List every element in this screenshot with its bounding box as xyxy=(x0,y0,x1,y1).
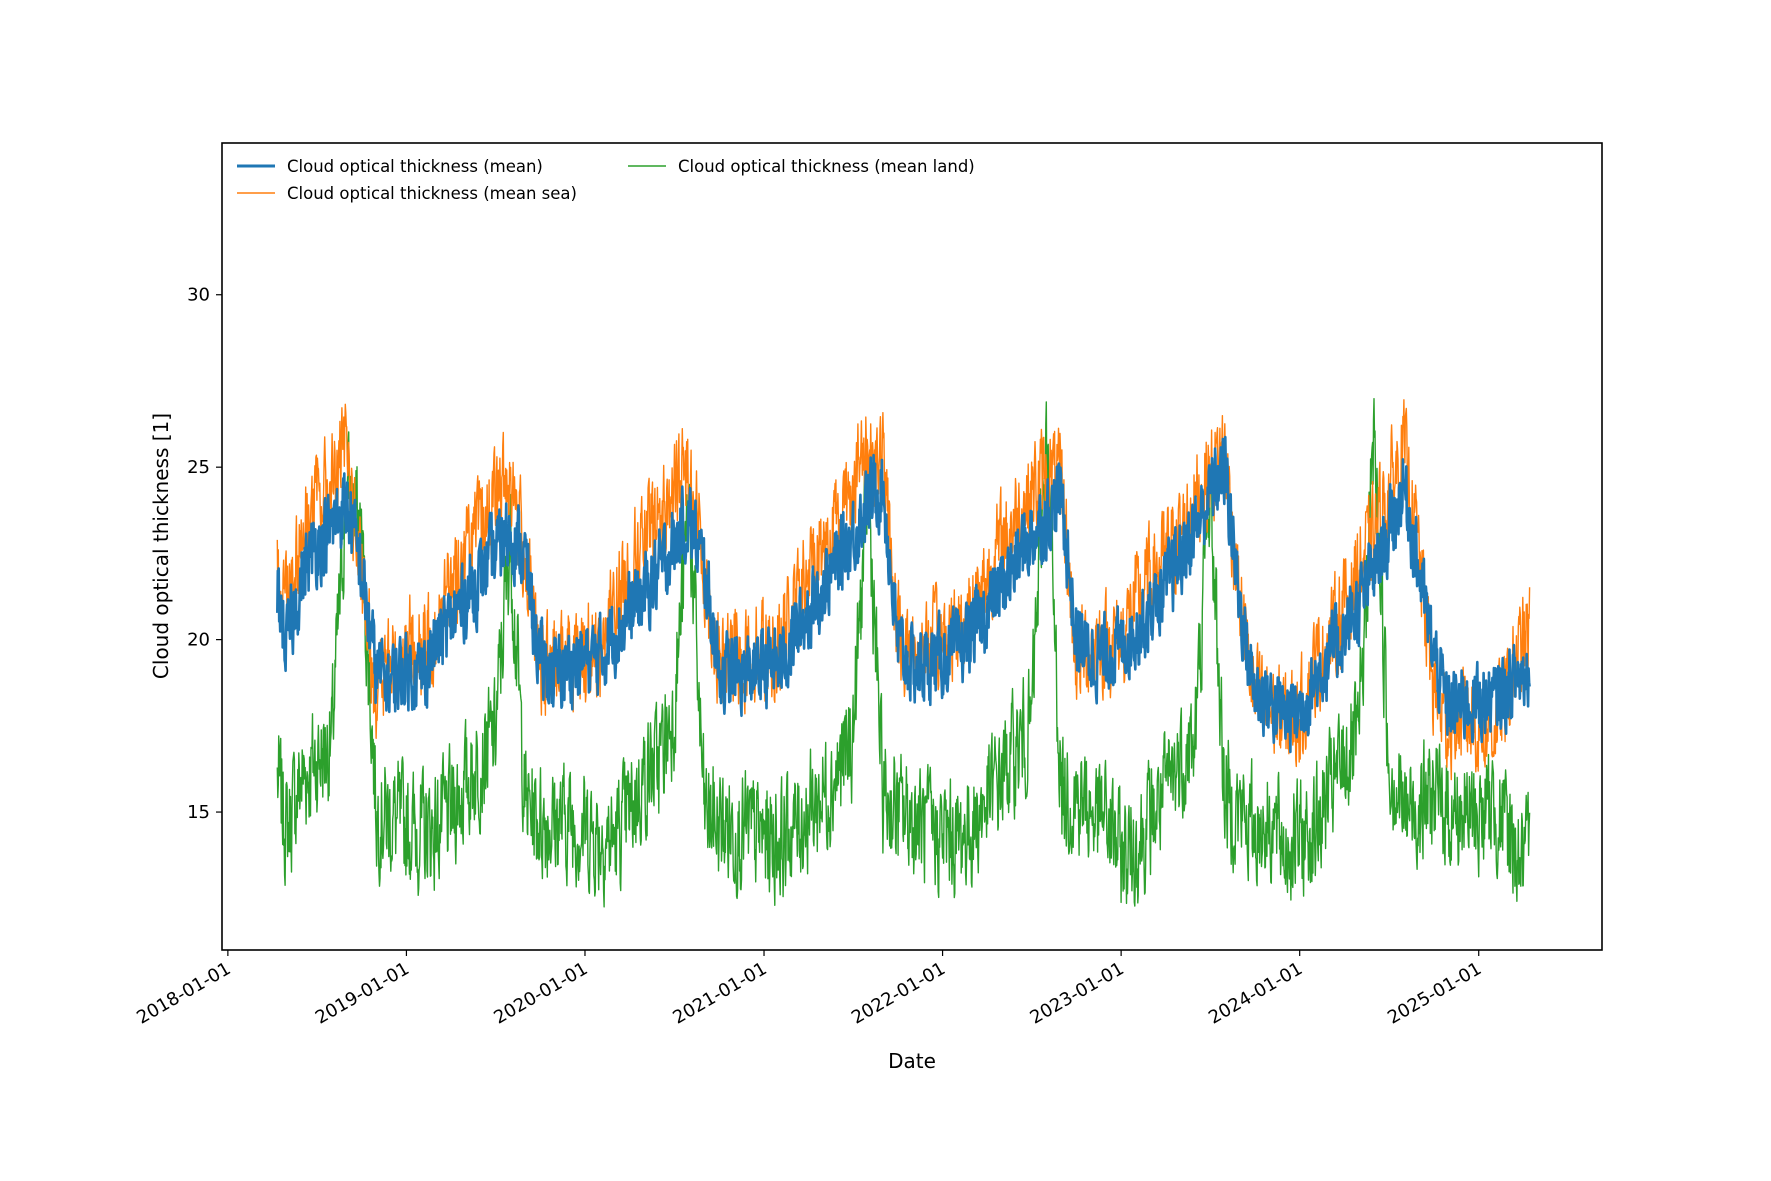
x-axis-label: Date xyxy=(888,1049,936,1073)
legend-label-mean-sea: Cloud optical thickness (mean sea) xyxy=(287,184,577,203)
legend-label-mean: Cloud optical thickness (mean) xyxy=(287,157,543,176)
x-tick-label: 2018-01-01 xyxy=(133,958,234,1028)
legend-label-mean-land: Cloud optical thickness (mean land) xyxy=(678,157,975,176)
series-line-mean-land xyxy=(276,398,1531,908)
y-tick-label: 15 xyxy=(187,802,210,823)
legend: Cloud optical thickness (mean) Cloud opt… xyxy=(237,157,975,203)
x-tick-label: 2020-01-01 xyxy=(490,958,591,1028)
plot-frame xyxy=(221,142,1603,951)
y-tick-label: 20 xyxy=(187,630,210,651)
x-tick-label: 2024-01-01 xyxy=(1205,958,1306,1028)
x-tick-label: 2025-01-01 xyxy=(1384,958,1485,1028)
x-tick-label: 2023-01-01 xyxy=(1027,958,1128,1028)
y-tick-label: 25 xyxy=(187,457,210,478)
x-axis-ticks: 2018-01-01 2019-01-01 2020-01-01 2021-01-01… xyxy=(133,950,1485,1029)
series-line-mean xyxy=(276,435,1531,754)
series-layer xyxy=(276,398,1531,908)
y-axis-label: Cloud optical thickness [1] xyxy=(149,413,173,679)
x-tick-label: 2021-01-01 xyxy=(669,958,770,1028)
y-axis-ticks: 15 20 25 30 xyxy=(187,285,222,823)
y-tick-label: 30 xyxy=(187,285,210,306)
x-tick-label: 2019-01-01 xyxy=(312,958,413,1028)
x-tick-label: 2022-01-01 xyxy=(848,958,949,1028)
